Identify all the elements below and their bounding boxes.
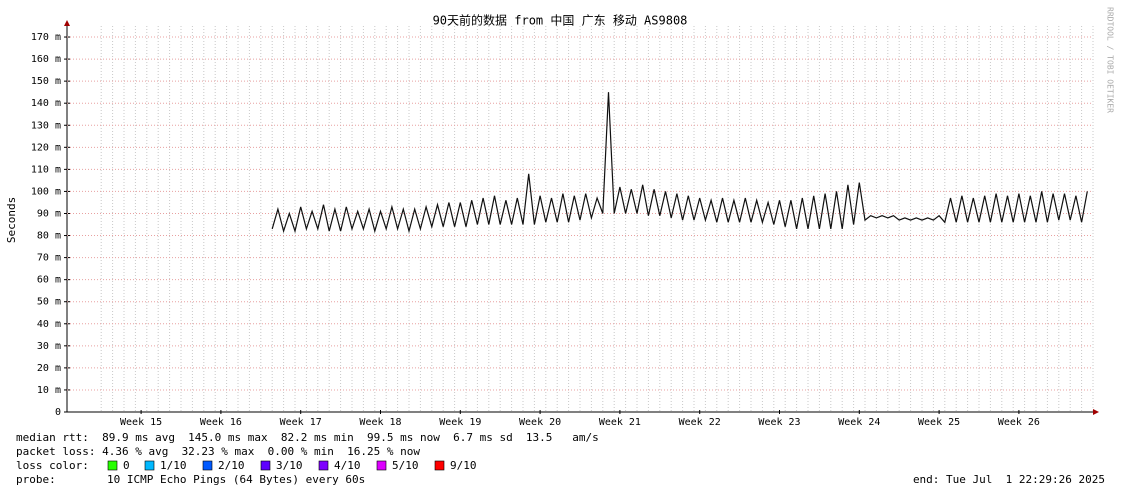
loss-color-label: 0 [123, 459, 130, 472]
x-tick-label: Week 15 [120, 417, 162, 428]
x-tick-label: Week 22 [679, 417, 721, 428]
y-tick-label: 40 m [37, 319, 61, 330]
y-tick-label: 170 m [31, 32, 61, 43]
x-tick-label: Week 21 [599, 417, 641, 428]
y-tick-label: 0 [55, 407, 61, 418]
y-tick-label: 30 m [37, 341, 61, 352]
y-tick-label: 130 m [31, 120, 61, 131]
x-tick-label: Week 26 [998, 417, 1040, 428]
x-arrow [1093, 409, 1099, 415]
loss-color-label: 2/10 [218, 459, 245, 472]
y-tick-label: 60 m [37, 275, 61, 286]
loss-color-swatch [107, 460, 118, 471]
y-arrow [64, 20, 70, 26]
loss-color-label: 4/10 [334, 459, 361, 472]
stats-rtt: median rtt: 89.9 ms avg 145.0 ms max 82.… [16, 431, 599, 444]
y-tick-label: 80 m [37, 231, 61, 242]
y-axis-label: Seconds [5, 197, 18, 243]
loss-color-label: 3/10 [276, 459, 303, 472]
loss-color-swatch [376, 460, 387, 471]
y-tick-label: 70 m [37, 253, 61, 264]
end-time: end: Tue Jul 1 22:29:26 2025 [913, 473, 1105, 486]
x-tick-label: Week 17 [280, 417, 322, 428]
stats-loss: packet loss: 4.36 % avg 32.23 % max 0.00… [16, 445, 420, 458]
y-tick-label: 120 m [31, 142, 61, 153]
y-tick-label: 140 m [31, 98, 61, 109]
loss-color-swatch [144, 460, 155, 471]
x-tick-label: Week 24 [838, 417, 880, 428]
loss-color-swatch [260, 460, 271, 471]
loss-color-swatch [202, 460, 213, 471]
x-tick-label: Week 19 [439, 417, 481, 428]
x-tick-label: Week 20 [519, 417, 561, 428]
loss-color-swatch [318, 460, 329, 471]
y-tick-label: 50 m [37, 297, 61, 308]
loss-color-label: 5/10 [392, 459, 419, 472]
watermark: RRDTOOL / TOBI OETIKER [1106, 7, 1115, 113]
y-tick-label: 90 m [37, 208, 61, 219]
x-tick-label: Week 16 [200, 417, 242, 428]
y-tick-label: 100 m [31, 186, 61, 197]
loss-color-swatch [434, 460, 445, 471]
loss-color-label: 1/10 [160, 459, 187, 472]
median-line [271, 92, 1088, 234]
probe-text: 10 ICMP Echo Pings (64 Bytes) every 60s [107, 473, 365, 486]
x-tick-label: Week 18 [359, 417, 401, 428]
y-tick-label: 160 m [31, 54, 61, 65]
y-tick-label: 150 m [31, 76, 61, 87]
probe-label: probe: [16, 473, 56, 486]
loss-color-label: 9/10 [450, 459, 477, 472]
y-tick-label: 110 m [31, 164, 61, 175]
loss-color-label: loss color: [16, 459, 89, 472]
chart-title: 90天前的数据 from 中国 广东 移动 AS9808 [433, 13, 688, 28]
y-tick-label: 20 m [37, 363, 61, 374]
x-tick-label: Week 23 [758, 417, 800, 428]
y-tick-label: 10 m [37, 385, 61, 396]
x-tick-label: Week 25 [918, 417, 960, 428]
